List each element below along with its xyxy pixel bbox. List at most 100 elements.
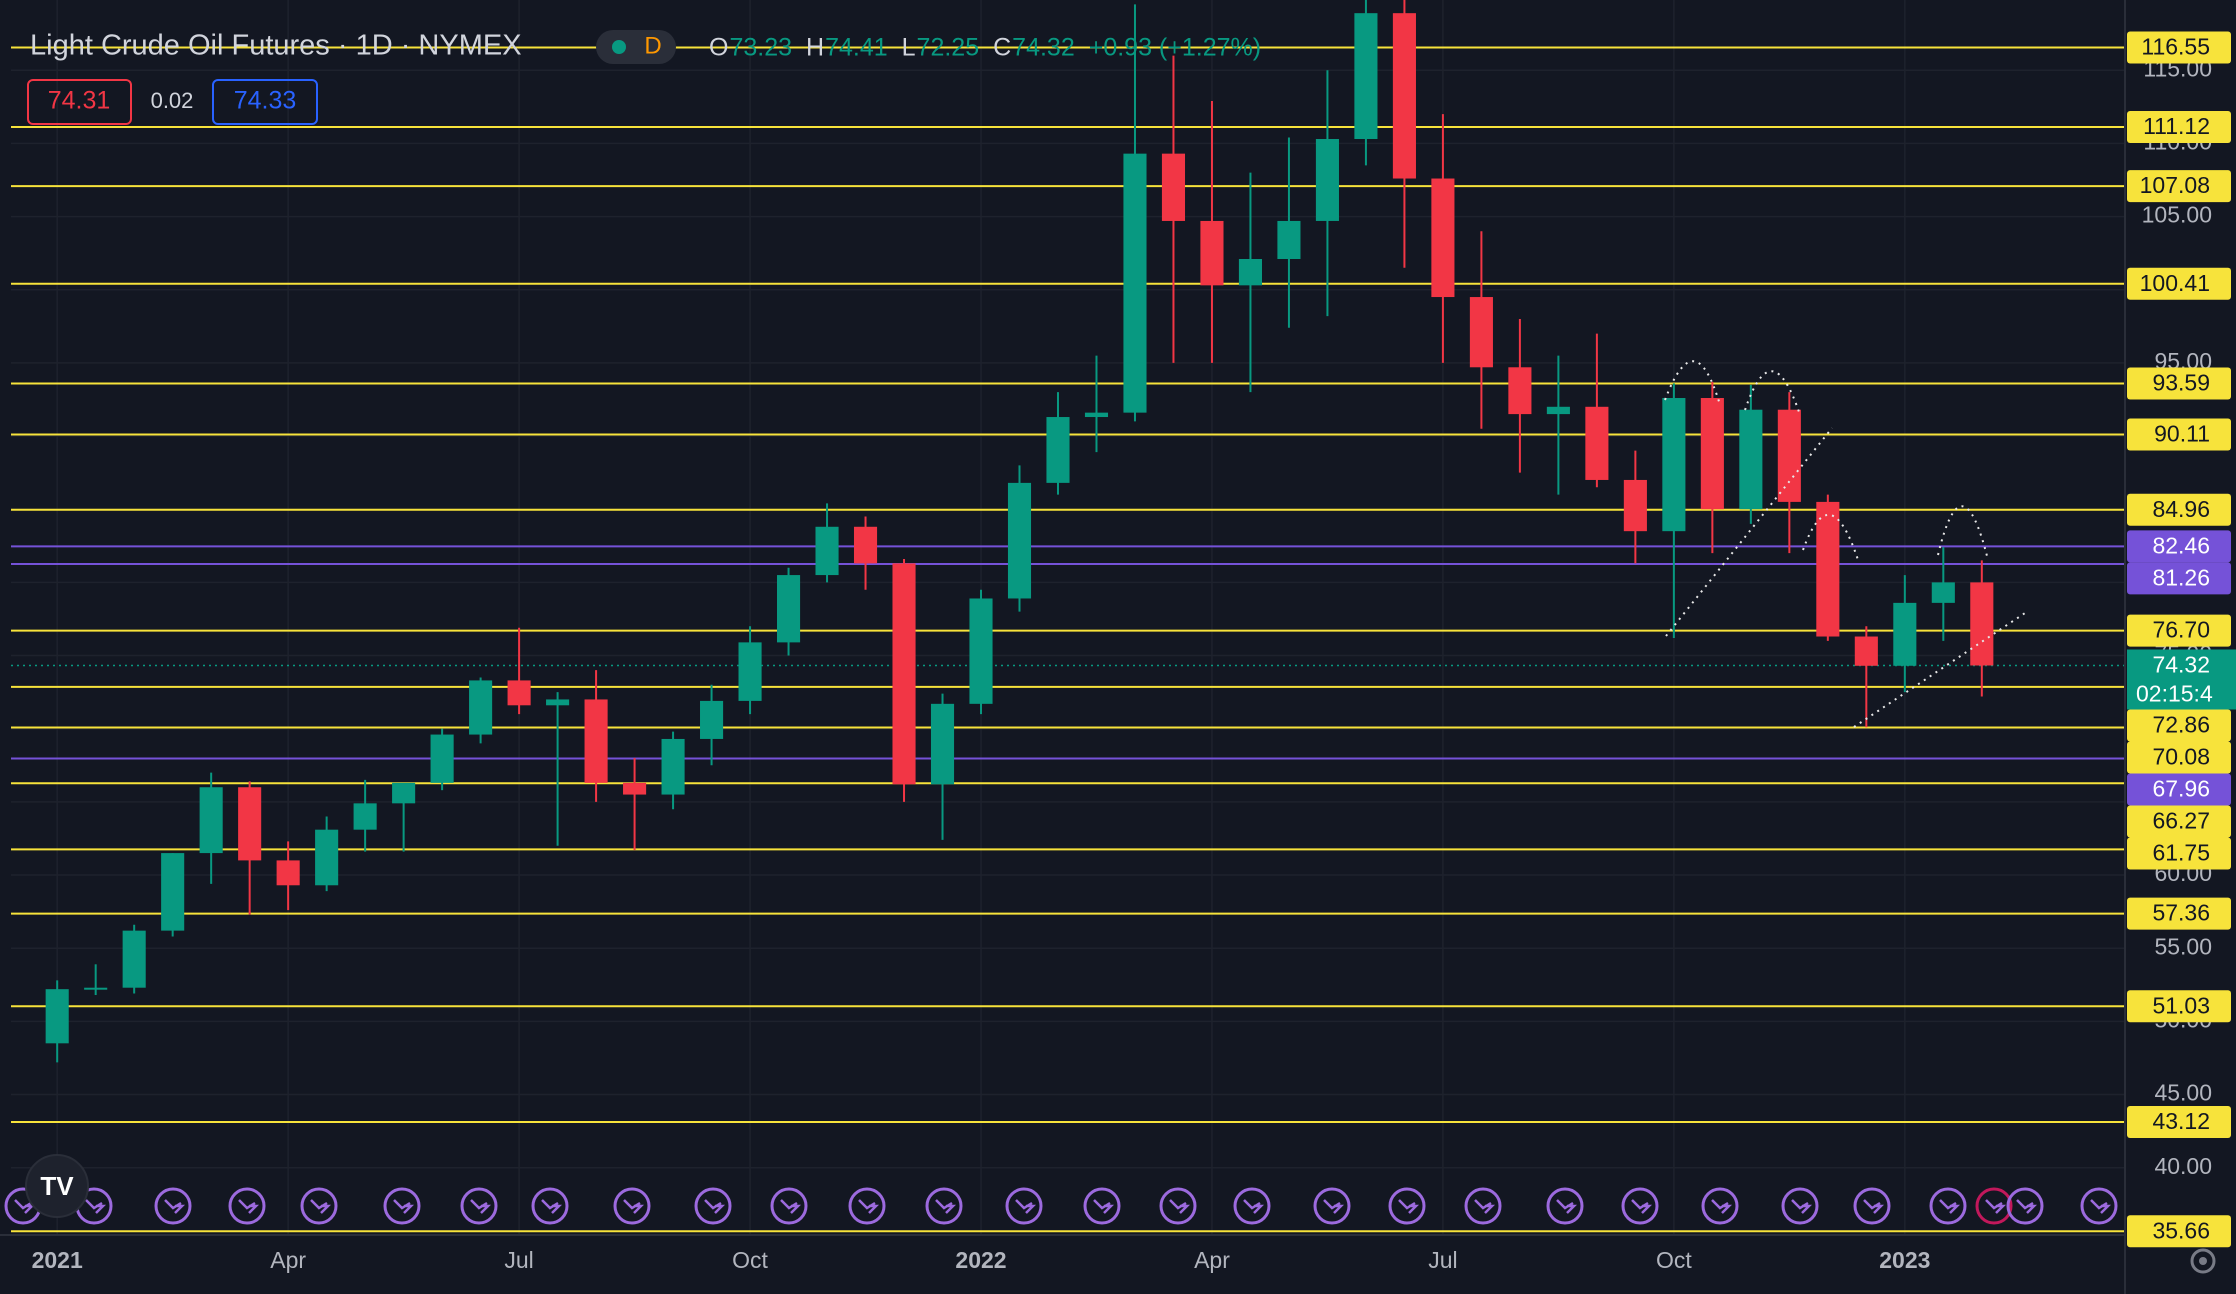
ohlc-value: 74.32 xyxy=(1012,34,1075,62)
arc xyxy=(1744,370,1801,416)
event-icon[interactable] xyxy=(925,1187,963,1225)
candle-body xyxy=(276,860,300,886)
event-circle xyxy=(531,1187,569,1225)
candle-body xyxy=(1700,398,1724,510)
event-icon[interactable] xyxy=(848,1187,886,1225)
last-price: 74.32 xyxy=(2152,652,2210,678)
event-icon[interactable] xyxy=(300,1187,338,1225)
event-icon[interactable] xyxy=(1233,1187,1271,1225)
x-tick-label: Oct xyxy=(732,1247,768,1273)
level-label: 35.66 xyxy=(2152,1217,2210,1243)
event-icon[interactable] xyxy=(1929,1187,1967,1225)
event-circle xyxy=(694,1187,732,1225)
level-label-box xyxy=(2127,170,2231,203)
event-arrow xyxy=(541,1199,563,1214)
candle-body xyxy=(1084,412,1109,418)
level-label-box xyxy=(2127,530,2231,563)
event-circle xyxy=(2006,1187,2044,1225)
event-circle xyxy=(1313,1187,1351,1225)
bid-box[interactable] xyxy=(27,79,132,125)
event-icon[interactable] xyxy=(613,1187,651,1225)
level-label-box xyxy=(2127,1106,2231,1139)
event-icon[interactable] xyxy=(1464,1187,1502,1225)
level-label-box xyxy=(2127,897,2231,930)
level-label-box xyxy=(2127,990,2231,1023)
candle-body xyxy=(1662,398,1686,532)
events xyxy=(4,1187,2118,1225)
event-arrow xyxy=(2090,1199,2112,1214)
event-icon[interactable] xyxy=(1159,1187,1197,1225)
event-icon[interactable] xyxy=(694,1187,732,1225)
event-icon[interactable] xyxy=(1975,1187,2013,1225)
candle-body xyxy=(1623,479,1647,532)
candle-body xyxy=(853,526,878,564)
x-tick-label: 2023 xyxy=(1879,1247,1930,1273)
event-icon[interactable] xyxy=(228,1187,266,1225)
event-icon[interactable] xyxy=(1388,1187,1426,1225)
level-label: 72.86 xyxy=(2152,712,2210,738)
level-label: 66.27 xyxy=(2152,808,2210,834)
trendline xyxy=(1665,427,1833,637)
event-arrow xyxy=(85,1199,107,1214)
candle-body xyxy=(1585,406,1609,480)
event-icon[interactable] xyxy=(531,1187,569,1225)
candle-body xyxy=(1508,367,1532,415)
event-icon[interactable] xyxy=(1546,1187,1584,1225)
level-label: 90.11 xyxy=(2154,421,2210,447)
x-tick-label: Apr xyxy=(270,1247,306,1273)
event-circle xyxy=(1929,1187,1967,1225)
chart-title: Light Crude Oil Futures · 1D · NYMEX xyxy=(30,30,522,62)
event-icon[interactable] xyxy=(1701,1187,1739,1225)
event-arrow xyxy=(1398,1199,1420,1214)
event-circle xyxy=(300,1187,338,1225)
badge xyxy=(596,30,676,64)
candle-body xyxy=(392,782,416,804)
event-icon[interactable] xyxy=(1853,1187,1891,1225)
event-icon[interactable] xyxy=(460,1187,498,1225)
candle-body xyxy=(776,575,801,643)
spread: 0.02 xyxy=(151,88,194,113)
event-icon[interactable] xyxy=(1313,1187,1351,1225)
event-circle xyxy=(925,1187,963,1225)
event-icon[interactable] xyxy=(1005,1187,1043,1225)
event-icon[interactable] xyxy=(154,1187,192,1225)
event-arrow xyxy=(858,1199,880,1214)
event-arrow xyxy=(1631,1199,1653,1214)
event-icon[interactable] xyxy=(1781,1187,1819,1225)
level-label-box xyxy=(2127,837,2231,870)
level-label: 111.12 xyxy=(2143,113,2210,139)
level-label: 70.08 xyxy=(2152,744,2210,770)
settings[interactable] xyxy=(2190,1248,2216,1274)
event-arrow xyxy=(164,1199,186,1214)
ohlc-value: +0.93 (+1.27%) xyxy=(1089,34,1261,62)
event-icon[interactable] xyxy=(2006,1187,2044,1225)
interval-badge: D xyxy=(644,32,661,59)
level-label: 100.41 xyxy=(2140,270,2210,296)
candle-body xyxy=(661,738,685,795)
candle-body xyxy=(1392,13,1416,179)
ask-box[interactable] xyxy=(212,79,318,125)
level-label-box xyxy=(2127,418,2231,451)
bid: 74.31 xyxy=(48,87,111,115)
candle-body xyxy=(122,930,146,988)
event-icon[interactable] xyxy=(2080,1187,2118,1225)
ohlc-value: 74.41 xyxy=(825,34,888,62)
event-arrow xyxy=(1985,1199,2007,1214)
event-arrow xyxy=(14,1199,36,1214)
level-label-box xyxy=(2127,493,2231,526)
event-icon[interactable] xyxy=(770,1187,808,1225)
x-tick-label: Jul xyxy=(504,1247,533,1273)
level-label: 84.96 xyxy=(2152,496,2210,522)
candle-body xyxy=(623,782,647,795)
level-label: 76.70 xyxy=(2152,617,2210,643)
candle-body xyxy=(161,853,185,931)
level-label: 107.08 xyxy=(2140,172,2210,198)
candle-body xyxy=(546,699,570,706)
candle-body xyxy=(1315,139,1339,221)
ohlc-label: L xyxy=(902,34,916,62)
event-icon[interactable] xyxy=(1621,1187,1659,1225)
ohlc-value: 73.23 xyxy=(729,34,792,62)
event-icon[interactable] xyxy=(1083,1187,1121,1225)
event-icon[interactable] xyxy=(383,1187,421,1225)
